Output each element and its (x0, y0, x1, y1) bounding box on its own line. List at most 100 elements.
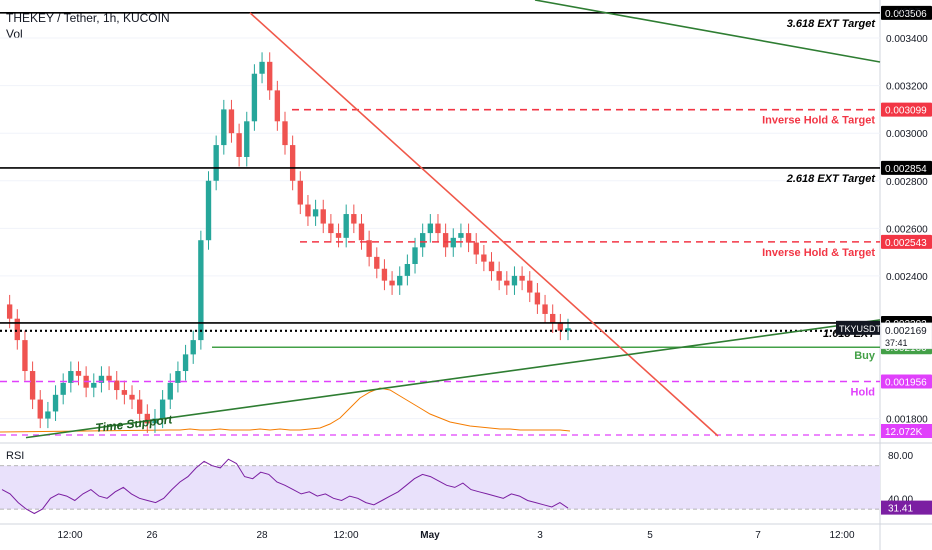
candles (6, 52, 571, 433)
level-label: Inverse Hold & Target (762, 115, 875, 127)
price-axis: 0.0035060.0030990.0028540.0025430.002202… (836, 5, 932, 438)
level-label: 3.618 EXT Target (787, 18, 877, 30)
time-tick-label: May (420, 530, 440, 541)
current-price-value: 0.002169 (885, 326, 927, 337)
candle-body (236, 133, 242, 157)
candle-body (60, 382, 66, 395)
candle-body (427, 223, 434, 234)
price-tick-label: 0.003200 (886, 82, 928, 93)
candle-body (442, 233, 449, 248)
candle-body (228, 109, 235, 134)
price-tick-label: 0.002400 (886, 272, 928, 283)
price-tick-label: 0.002600 (886, 224, 928, 235)
candle-body (488, 261, 495, 272)
candle-body (68, 371, 74, 383)
candle-body (267, 61, 273, 91)
candle-body (244, 121, 250, 157)
symbol-tag: TKYUSDT (839, 324, 882, 334)
candle-body (473, 242, 479, 255)
symbol-title: THEKEY / Tether, 1h, KUCOIN (6, 11, 170, 25)
time-tick-label: 12:00 (57, 530, 82, 541)
candle-body (343, 214, 349, 238)
rsi-line (1, 458, 569, 515)
candle-body (274, 90, 281, 122)
time-support-label: Time Support (95, 412, 174, 435)
candle-body (167, 382, 173, 400)
candle-body (335, 233, 342, 238)
candle-body (374, 256, 380, 269)
candle-body (404, 264, 411, 276)
candle-body (129, 394, 135, 400)
rsi-tick-label: 40.00 (888, 494, 913, 505)
bar-countdown: 37:41 (885, 338, 908, 348)
candle-body (282, 121, 288, 146)
candle-body (450, 237, 456, 248)
rsi-band (0, 465, 880, 510)
horizontal-levels: 3.618 EXT Target Inverse Hold & Target 2.6… (0, 12, 880, 436)
candle-body (465, 233, 472, 243)
candle-body (519, 275, 525, 281)
rsi-overbought-oversold-band (0, 465, 880, 510)
price-tick-label: 0.001800 (886, 415, 928, 426)
price-tag-bg (881, 160, 932, 175)
candle-body (22, 340, 28, 372)
candle-body (389, 280, 395, 286)
candle-body (45, 411, 51, 419)
candle-body (435, 223, 441, 234)
volume-tag: 12.072K (885, 427, 923, 438)
candle-body (182, 354, 189, 372)
level-label: 2.618 EXT Target (786, 173, 877, 185)
candle-body (565, 328, 571, 331)
rsi-current-tag: 31.41 (888, 504, 913, 515)
candle-body (297, 180, 303, 205)
candle-body (6, 304, 13, 319)
candle-body (91, 382, 97, 388)
time-support-line (25, 319, 881, 439)
candle-body (136, 399, 143, 414)
candle-body (381, 268, 388, 281)
level-label: Hold (851, 386, 875, 398)
candle-body (328, 223, 334, 234)
candle-body (550, 313, 556, 324)
volume-area (0, 387, 571, 433)
candle-body (29, 371, 36, 400)
price-tick-label: 0.003400 (886, 34, 928, 45)
candle-body (527, 280, 533, 293)
level-label: Inverse Hold & Target (762, 247, 875, 259)
price-tag-bg (881, 234, 932, 249)
price-tag-bg (881, 102, 932, 117)
price-tag: 0.001956 (885, 377, 927, 388)
price-tag: 0.003506 (885, 9, 927, 20)
candle-body (557, 323, 564, 331)
time-tick-label: 28 (256, 530, 268, 541)
candle-body (144, 413, 151, 424)
candle-body (198, 240, 204, 341)
upper-trend-line (534, 0, 881, 63)
candle-body (351, 214, 357, 224)
candle-body (98, 375, 105, 383)
price-tick-label: 0.002800 (886, 177, 928, 188)
candle-body (52, 394, 59, 412)
candle-body (504, 280, 510, 286)
time-tick-label: 12:00 (333, 530, 358, 541)
candle-body (213, 145, 219, 181)
time-tick-label: 3 (537, 530, 543, 541)
candle-body (114, 380, 120, 391)
rsi-current-tag-bg (881, 500, 932, 515)
candle-body (159, 399, 166, 419)
price-tick-label: 0.003000 (886, 129, 928, 140)
time-tick-label: 5 (647, 530, 653, 541)
candle-body (305, 204, 311, 217)
candle-body (75, 371, 82, 376)
candle-body (481, 254, 487, 262)
time-tick-label: 7 (755, 530, 761, 541)
candle-body (496, 271, 502, 281)
candle-body (106, 375, 112, 381)
candle-body (14, 318, 20, 341)
candle-body (152, 418, 158, 424)
time-tick-label: 12:00 (829, 530, 854, 541)
candle-body (458, 233, 464, 238)
candle-body (511, 275, 518, 286)
candle-body (397, 275, 403, 286)
